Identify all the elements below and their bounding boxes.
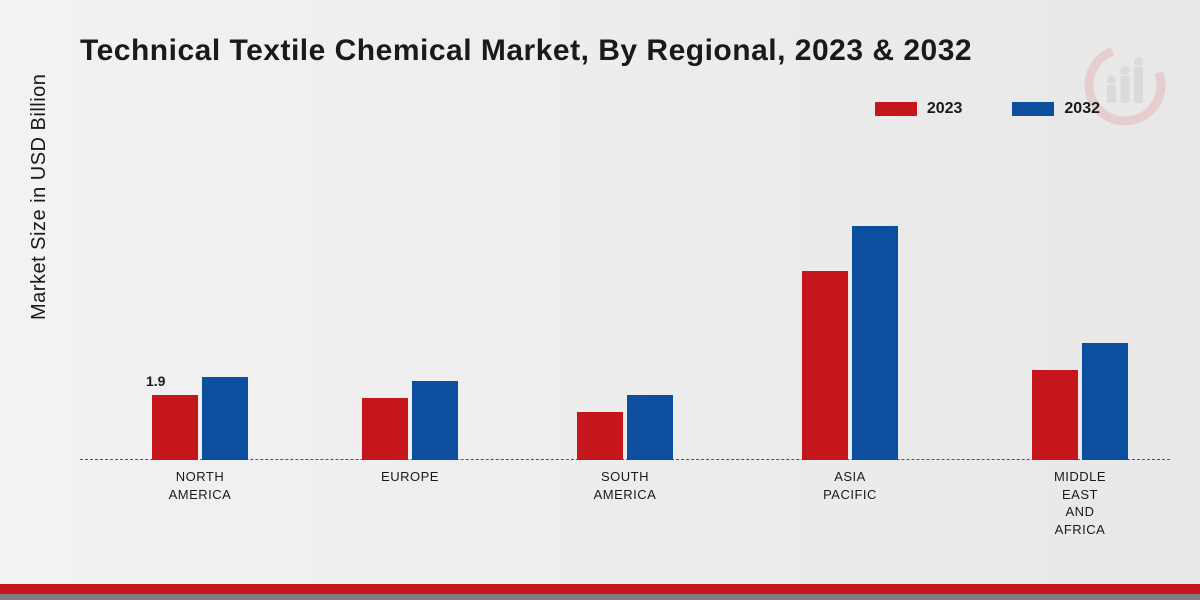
legend-label-2032: 2032 (1064, 100, 1100, 118)
legend: 2023 2032 (875, 100, 1100, 118)
x-tick-label: EUROPE (350, 468, 470, 486)
bar (802, 271, 848, 460)
bar (1082, 343, 1128, 460)
bar (627, 395, 673, 460)
legend-swatch-2023 (875, 102, 917, 116)
bar-group (1020, 343, 1140, 460)
footer-red-bar (0, 584, 1200, 594)
bar (152, 395, 198, 460)
x-tick-label: ASIAPACIFIC (790, 468, 910, 503)
footer-accent (0, 584, 1200, 600)
legend-label-2023: 2023 (927, 100, 963, 118)
legend-item-2032: 2032 (1012, 100, 1100, 118)
bar-value-label: 1.9 (146, 373, 165, 389)
x-tick-label: MIDDLEEASTANDAFRICA (1020, 468, 1140, 538)
bar (202, 377, 248, 460)
x-axis-labels: NORTHAMERICA EUROPE SOUTHAMERICA ASIAPACIFI… (80, 468, 1170, 548)
legend-item-2023: 2023 (875, 100, 963, 118)
y-axis-label: Market Size in USD Billion (28, 74, 51, 320)
x-tick-label: SOUTHAMERICA (565, 468, 685, 503)
bar (362, 398, 408, 460)
bar (577, 412, 623, 460)
bar-group: 1.9 (140, 377, 260, 460)
bar-group (565, 395, 685, 460)
legend-swatch-2032 (1012, 102, 1054, 116)
bar (852, 226, 898, 460)
footer-grey-bar (0, 594, 1200, 600)
x-tick-label: NORTHAMERICA (140, 468, 260, 503)
plot-area: 1.9 (80, 150, 1170, 460)
chart-container: Technical Textile Chemical Market, By Re… (0, 0, 1200, 600)
bar (1032, 370, 1078, 460)
chart-title: Technical Textile Chemical Market, By Re… (80, 34, 972, 68)
bar-group (350, 381, 470, 460)
bar (412, 381, 458, 460)
bar-group (790, 226, 910, 460)
